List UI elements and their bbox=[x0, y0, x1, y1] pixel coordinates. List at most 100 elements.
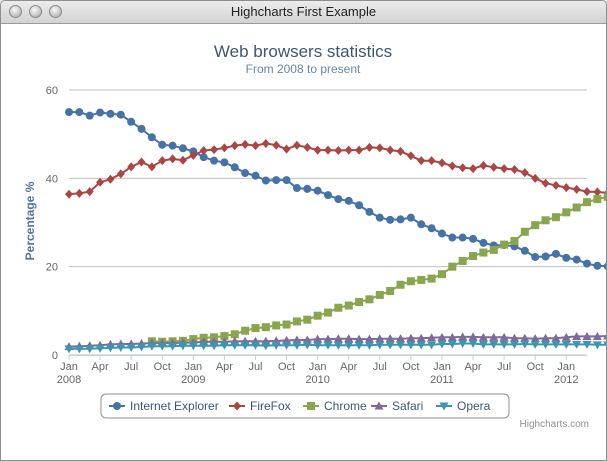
data-point-chrome[interactable] bbox=[458, 256, 467, 265]
data-point-internet-explorer[interactable] bbox=[344, 196, 353, 205]
data-point-safari[interactable] bbox=[478, 332, 488, 341]
data-point-opera[interactable] bbox=[137, 343, 147, 352]
data-point-firefox[interactable] bbox=[158, 156, 167, 166]
data-point-safari[interactable] bbox=[530, 334, 540, 343]
data-point-chrome[interactable] bbox=[427, 274, 436, 283]
data-point-opera[interactable] bbox=[551, 340, 561, 349]
data-point-safari[interactable] bbox=[447, 332, 457, 341]
data-point-opera[interactable] bbox=[458, 340, 468, 349]
data-point-opera[interactable] bbox=[354, 341, 364, 350]
data-point-safari[interactable] bbox=[292, 335, 302, 344]
data-point-chrome[interactable] bbox=[241, 326, 250, 335]
data-point-internet-explorer[interactable] bbox=[261, 176, 270, 185]
data-point-chrome[interactable] bbox=[261, 323, 270, 332]
data-point-opera[interactable] bbox=[313, 341, 323, 350]
data-point-chrome[interactable] bbox=[583, 198, 591, 207]
data-point-internet-explorer[interactable] bbox=[375, 213, 384, 222]
data-point-chrome[interactable] bbox=[272, 321, 281, 330]
data-point-firefox[interactable] bbox=[65, 189, 73, 199]
data-point-firefox[interactable] bbox=[106, 174, 115, 184]
data-point-opera[interactable] bbox=[250, 341, 260, 350]
data-point-safari[interactable] bbox=[427, 333, 437, 342]
data-point-firefox[interactable] bbox=[437, 158, 446, 168]
data-point-chrome[interactable] bbox=[355, 298, 364, 306]
data-point-opera[interactable] bbox=[478, 340, 488, 349]
data-point-chrome[interactable] bbox=[562, 208, 571, 217]
data-point-firefox[interactable] bbox=[334, 146, 343, 156]
data-point-chrome[interactable] bbox=[230, 330, 239, 339]
data-point-safari[interactable] bbox=[323, 334, 333, 343]
data-point-internet-explorer[interactable] bbox=[210, 156, 219, 165]
data-point-opera[interactable] bbox=[447, 340, 457, 349]
data-point-firefox[interactable] bbox=[562, 183, 571, 193]
data-point-internet-explorer[interactable] bbox=[355, 201, 364, 210]
data-point-firefox[interactable] bbox=[313, 145, 322, 155]
data-point-safari[interactable] bbox=[396, 334, 406, 343]
data-point-chrome[interactable] bbox=[344, 301, 353, 310]
data-point-internet-explorer[interactable] bbox=[251, 171, 260, 180]
data-point-internet-explorer[interactable] bbox=[334, 195, 343, 204]
data-point-firefox[interactable] bbox=[458, 163, 467, 173]
data-point-chrome[interactable] bbox=[510, 237, 519, 246]
zoom-window-button[interactable] bbox=[49, 5, 62, 18]
data-point-opera[interactable] bbox=[168, 342, 178, 351]
data-point-internet-explorer[interactable] bbox=[241, 169, 250, 178]
title-bar[interactable]: Highcharts First Example bbox=[1, 1, 606, 24]
data-point-firefox[interactable] bbox=[541, 178, 550, 188]
data-point-internet-explorer[interactable] bbox=[324, 191, 332, 200]
data-point-safari[interactable] bbox=[592, 331, 602, 340]
data-point-chrome[interactable] bbox=[593, 195, 602, 204]
data-point-opera[interactable] bbox=[396, 341, 406, 350]
data-point-firefox[interactable] bbox=[583, 187, 591, 197]
data-point-safari[interactable] bbox=[551, 333, 561, 342]
data-point-opera[interactable] bbox=[282, 341, 292, 350]
data-point-internet-explorer[interactable] bbox=[572, 255, 581, 264]
data-point-internet-explorer[interactable] bbox=[116, 110, 125, 119]
data-point-internet-explorer[interactable] bbox=[272, 176, 281, 185]
data-point-opera[interactable] bbox=[520, 340, 530, 349]
data-point-safari[interactable] bbox=[468, 332, 478, 341]
legend-marker[interactable] bbox=[374, 401, 384, 410]
data-point-internet-explorer[interactable] bbox=[178, 144, 187, 153]
data-point-internet-explorer[interactable] bbox=[603, 262, 606, 270]
data-point-safari[interactable] bbox=[572, 331, 582, 340]
data-point-internet-explorer[interactable] bbox=[437, 229, 446, 238]
data-point-internet-explorer[interactable] bbox=[168, 141, 177, 150]
data-point-opera[interactable] bbox=[499, 340, 509, 349]
data-point-opera[interactable] bbox=[230, 341, 240, 350]
data-point-firefox[interactable] bbox=[572, 184, 581, 194]
data-point-chrome[interactable] bbox=[365, 295, 374, 304]
data-point-chrome[interactable] bbox=[324, 308, 332, 317]
data-point-safari[interactable] bbox=[333, 334, 343, 343]
legend-item-firefox[interactable]: FireFox bbox=[229, 399, 291, 413]
data-point-opera[interactable] bbox=[95, 344, 105, 353]
data-point-internet-explorer[interactable] bbox=[469, 234, 478, 243]
data-point-internet-explorer[interactable] bbox=[417, 220, 426, 229]
data-point-opera[interactable] bbox=[240, 341, 250, 350]
data-point-chrome[interactable] bbox=[334, 303, 343, 312]
data-point-firefox[interactable] bbox=[292, 140, 301, 150]
data-point-firefox[interactable] bbox=[189, 150, 198, 160]
data-point-firefox[interactable] bbox=[417, 156, 426, 166]
data-point-internet-explorer[interactable] bbox=[448, 233, 457, 242]
legend-item-internet-explorer[interactable]: Internet Explorer bbox=[109, 399, 219, 413]
data-point-internet-explorer[interactable] bbox=[593, 261, 602, 270]
data-point-internet-explorer[interactable] bbox=[562, 253, 571, 262]
data-point-safari[interactable] bbox=[603, 332, 606, 340]
data-point-firefox[interactable] bbox=[220, 143, 229, 153]
data-point-opera[interactable] bbox=[261, 342, 271, 351]
data-point-chrome[interactable] bbox=[572, 203, 581, 212]
data-point-opera[interactable] bbox=[530, 340, 540, 349]
data-point-chrome[interactable] bbox=[520, 227, 529, 236]
data-point-opera[interactable] bbox=[572, 340, 582, 349]
data-point-opera[interactable] bbox=[333, 341, 343, 350]
data-point-internet-explorer[interactable] bbox=[406, 213, 415, 222]
data-point-firefox[interactable] bbox=[168, 154, 177, 164]
data-point-chrome[interactable] bbox=[541, 216, 550, 225]
data-point-opera[interactable] bbox=[437, 340, 447, 349]
data-point-opera[interactable] bbox=[416, 341, 426, 350]
data-point-firefox[interactable] bbox=[127, 162, 136, 172]
data-point-opera[interactable] bbox=[427, 341, 437, 350]
data-point-opera[interactable] bbox=[157, 342, 167, 351]
data-point-firefox[interactable] bbox=[96, 177, 105, 187]
